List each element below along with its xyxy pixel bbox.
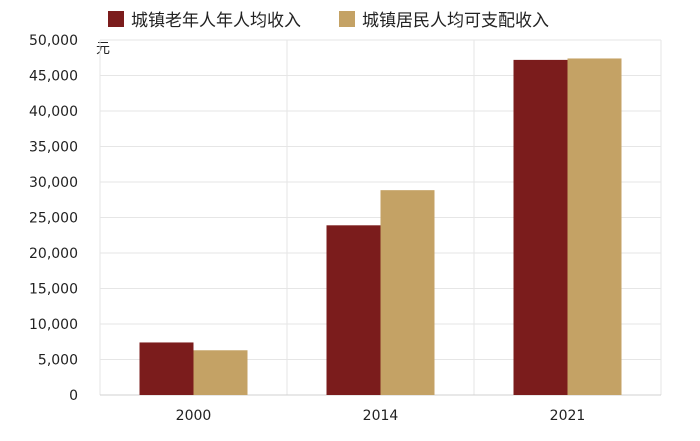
bar-series-1-2014 (326, 225, 381, 395)
x-tick-label: 2014 (363, 408, 399, 424)
y-tick-label: 35,000 (29, 140, 78, 156)
y-tick-label: 20,000 (29, 246, 78, 262)
legend-item-series-1: 城镇老年人年人均收入 (108, 6, 301, 31)
y-tick-label: 0 (69, 388, 78, 404)
legend-item-series-2: 城镇居民人均可支配收入 (339, 6, 549, 31)
bar-series-2-2014 (380, 190, 435, 395)
legend-label-series-2: 城镇居民人均可支配收入 (362, 11, 549, 31)
legend-swatch-series-2 (339, 10, 355, 27)
y-tick-label: 40,000 (29, 104, 78, 120)
x-tick-label: 2000 (176, 408, 212, 424)
bar-series-1-2021 (513, 59, 568, 395)
legend-swatch-series-1 (108, 10, 124, 27)
bar-series-2-2021 (567, 58, 622, 396)
y-tick-label: 30,000 (29, 175, 78, 191)
y-tick-label: 50,000 (29, 33, 78, 49)
bar-series-1-2000 (139, 342, 194, 395)
y-tick-label: 25,000 (29, 211, 78, 227)
x-tick-label: 2021 (550, 408, 586, 424)
legend: 城镇老年人年人均收入 城镇居民人均可支配收入 (108, 6, 549, 31)
legend-label-series-1: 城镇老年人年人均收入 (131, 11, 301, 31)
y-tick-label: 45,000 (29, 69, 78, 85)
y-tick-label: 15,000 (29, 282, 78, 298)
y-tick-label: 10,000 (29, 317, 78, 333)
y-tick-label: 5,000 (38, 353, 78, 369)
bar-series-2-2000 (193, 350, 248, 395)
